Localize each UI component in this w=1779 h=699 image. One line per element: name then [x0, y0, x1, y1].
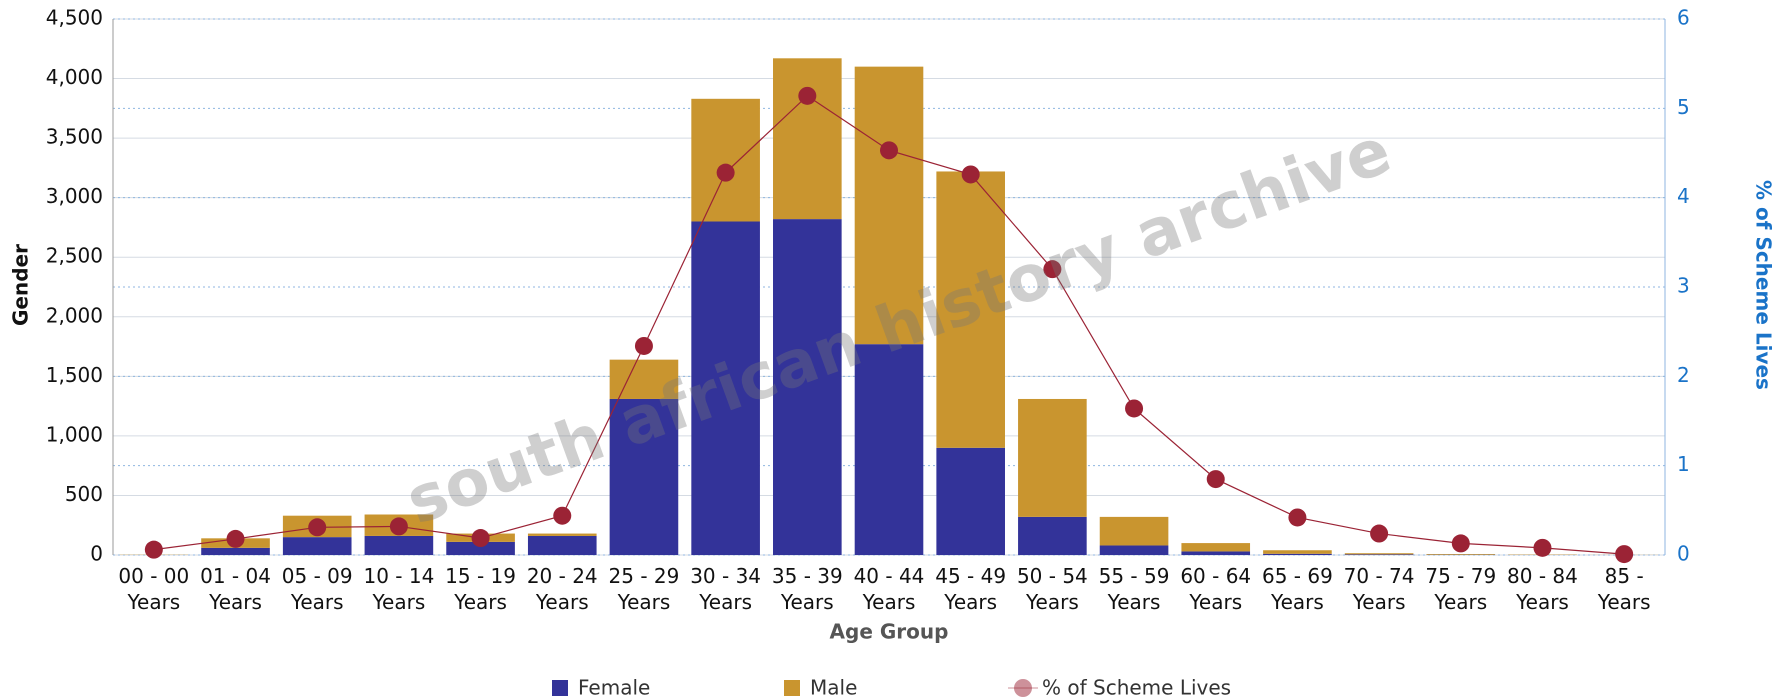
bar [528, 536, 597, 555]
x-axis-title: Age Group [830, 620, 949, 644]
bar [1018, 517, 1087, 555]
y2-tick-label: 3 [1677, 274, 1690, 298]
y2-tick-label: 2 [1677, 363, 1690, 387]
chart: Gender % of Scheme Lives Age Group 05001… [0, 0, 1779, 699]
y-tick-label: 1,500 [46, 363, 103, 387]
bar [691, 99, 760, 222]
bar [1263, 550, 1332, 554]
y-tick-label: 2,000 [46, 303, 103, 327]
line-point [1125, 399, 1143, 417]
bar [1181, 551, 1250, 555]
y-tick-label: 500 [65, 482, 103, 506]
line-point [472, 529, 490, 547]
bar [1263, 554, 1332, 555]
bar [283, 537, 352, 555]
legend-label: % of Scheme Lives [1042, 676, 1231, 699]
y2-tick-label: 0 [1677, 542, 1690, 566]
line-point [1370, 525, 1388, 543]
line-point [1615, 545, 1633, 563]
legend-label: Female [578, 676, 650, 699]
x-tick-label: 85 -Years [1597, 564, 1651, 614]
line-point [553, 507, 571, 525]
line-point [1207, 470, 1225, 488]
y2-tick-label: 4 [1677, 184, 1690, 208]
bar [1426, 554, 1495, 555]
line-point [717, 164, 735, 182]
line-point [145, 541, 163, 559]
y-tick-label: 2,500 [46, 244, 103, 268]
line-point [635, 337, 653, 355]
line-point [1533, 539, 1551, 557]
legend-label: Male [810, 676, 857, 699]
line-point [880, 141, 898, 159]
bar [201, 548, 270, 555]
y2-axis-title: % of Scheme Lives [1752, 180, 1776, 390]
bar [936, 448, 1005, 555]
y-tick-label: 3,500 [46, 125, 103, 149]
line-point [308, 518, 326, 536]
legend-symbol [1014, 679, 1032, 697]
y-tick-label: 0 [90, 542, 103, 566]
bar [1345, 554, 1414, 555]
y-tick-label: 1,000 [46, 422, 103, 446]
line-point [1452, 534, 1470, 552]
line-point [962, 165, 980, 183]
bar [1181, 543, 1250, 551]
bar [1100, 545, 1169, 555]
line-point [798, 87, 816, 105]
line-point [390, 517, 408, 535]
bar [1345, 553, 1414, 554]
legend-symbol [784, 680, 800, 696]
line-point [227, 530, 245, 548]
y-tick-label: 3,000 [46, 184, 103, 208]
bar [1018, 399, 1087, 517]
bar [1100, 517, 1169, 546]
y2-tick-label: 5 [1677, 95, 1690, 119]
y-tick-label: 4,000 [46, 65, 103, 89]
line-point [1288, 508, 1306, 526]
bar [528, 534, 597, 536]
y-tick-label: 4,500 [46, 6, 103, 30]
y2-tick-label: 1 [1677, 452, 1690, 476]
y-axis-title: Gender [9, 244, 33, 326]
legend-symbol [552, 680, 568, 696]
y2-tick-label: 6 [1677, 6, 1690, 30]
bar [773, 58, 842, 219]
